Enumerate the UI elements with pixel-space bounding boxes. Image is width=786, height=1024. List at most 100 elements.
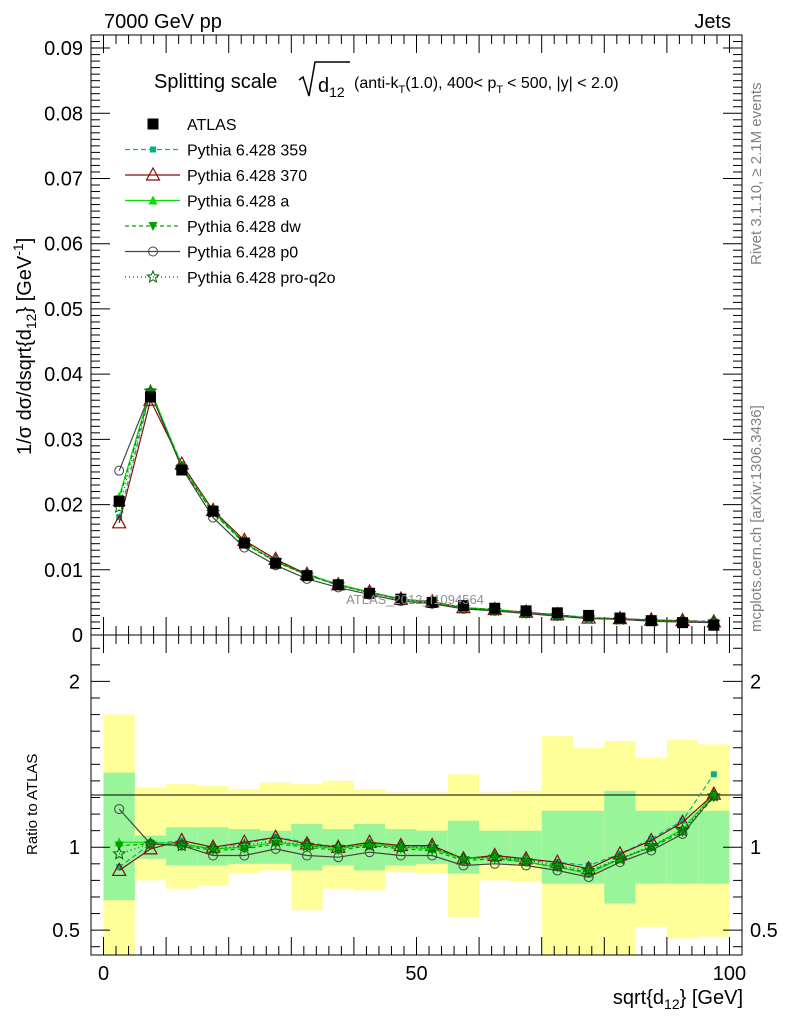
bottom-y-tick-label-left: 0.5 xyxy=(52,920,80,942)
legend-entry-pa: Pythia 6.428 a xyxy=(125,194,289,211)
top-y-tick-label: 0.07 xyxy=(44,168,83,190)
top-point-atlas xyxy=(207,505,219,517)
top-point-atlas xyxy=(645,615,657,627)
bottom-point-pp0 xyxy=(239,850,250,861)
rivet-version-label: Rivet 3.1.10, ≥ 2.1M events xyxy=(748,83,765,266)
title-part1-sub: T xyxy=(398,84,405,96)
bottom-y-tick-label-left: 2 xyxy=(69,671,80,693)
x-tick-label: 50 xyxy=(405,963,427,985)
top-point-atlas xyxy=(677,617,689,629)
legend-entry-p359: Pythia 6.428 359 xyxy=(125,143,307,160)
bottom-point-pp0 xyxy=(270,843,281,854)
inner-band-segment xyxy=(103,772,135,901)
bottom-line-pdw xyxy=(119,797,715,873)
legend: ATLAS Pythia 6.428 359 Pythia 6.428 370 Pyt… xyxy=(125,117,336,287)
mcplots-reference-label: mcplots.cern.ch [arXiv:1306.3436] xyxy=(748,405,765,632)
top-y-tick-label: 0.09 xyxy=(44,38,83,60)
top-y-axis-label: 1/σ dσ/dsqrt{d12} [GeV-1] xyxy=(10,238,39,455)
legend-marker-pp0 xyxy=(148,246,158,257)
bottom-point-pdw xyxy=(552,863,562,873)
legend-label: ATLAS xyxy=(187,117,237,134)
top-y-tick-label: 0.04 xyxy=(44,364,83,386)
title-part1: (anti-k xyxy=(354,75,399,92)
top-point-atlas xyxy=(457,600,469,612)
bottom-point-pdw xyxy=(646,843,656,853)
legend-entry-pdw: Pythia 6.428 dw xyxy=(125,219,301,236)
bottom-point-p359 xyxy=(116,864,123,871)
bottom-point-pq2o xyxy=(456,851,471,865)
svg-text:(anti-kT(1.0), 400< pT< 500, |: (anti-kT(1.0), 400< pT < 500, |y| < 2.0) xyxy=(354,75,619,96)
process-label: Jets xyxy=(694,11,731,33)
top-point-atlas xyxy=(144,391,156,403)
title-main: Splitting scale xyxy=(154,71,277,93)
legend-marker-p359 xyxy=(150,146,156,153)
top-point-atlas xyxy=(520,605,532,617)
bottom-y-tick-label-left: 1 xyxy=(69,837,80,859)
svg-text:d12: d12 xyxy=(318,75,345,100)
bottom-point-pq2o xyxy=(487,849,502,864)
top-y-tick-label: 0.08 xyxy=(44,103,83,125)
top-y-tick-label: 0 xyxy=(72,625,83,647)
top-point-atlas xyxy=(489,602,501,614)
top-point-p370 xyxy=(111,514,127,529)
legend-marker-atlas xyxy=(147,118,159,130)
bottom-point-p359 xyxy=(710,771,717,778)
bottom-point-pp0 xyxy=(395,850,406,861)
top-y-tick-label: 0.02 xyxy=(44,495,83,517)
bottom-point-pq2o xyxy=(206,841,221,855)
top-point-atlas xyxy=(238,537,250,549)
analysis-watermark: ATLAS_2012_I1094564 xyxy=(346,592,484,607)
bottom-point-pp0 xyxy=(114,804,125,815)
top-point-atlas xyxy=(113,495,125,507)
bottom-point-pq2o xyxy=(362,838,377,852)
top-panel-series xyxy=(111,383,722,631)
x-tick-label: 100 xyxy=(713,963,746,985)
bottom-point-pq2o xyxy=(675,823,690,837)
svg-text:Splitting scale: Splitting scale xyxy=(154,71,277,93)
bottom-point-pp0 xyxy=(489,858,500,869)
bottom-point-pq2o xyxy=(612,851,627,865)
title-part2-sub: T xyxy=(496,84,503,96)
outer-band-segment xyxy=(134,787,167,881)
legend-entry-p370: Pythia 6.428 370 xyxy=(125,166,307,185)
x-axis-label: sqrt{d12} [GeV] xyxy=(613,987,743,1012)
bottom-point-pq2o xyxy=(237,838,252,852)
top-point-atlas xyxy=(708,619,720,631)
top-point-atlas xyxy=(583,609,595,621)
bottom-point-pp0 xyxy=(145,838,156,849)
bottom-point-pp0 xyxy=(677,828,688,839)
top-point-atlas xyxy=(270,557,282,569)
bottom-point-pp0 xyxy=(427,850,438,861)
bottom-y-axis-label: Ratio to ATLAS xyxy=(24,754,41,855)
bottom-point-pq2o xyxy=(519,853,533,867)
title-part3: < 500, |y| < 2.0) xyxy=(507,75,619,92)
bottom-y-tick-label-right: 0.5 xyxy=(750,920,778,942)
axis-ticks: 0 50 100 0 0.01 0.02 0.03 0.04 0.05 0.06 0.07 0.08 0… xyxy=(44,34,778,985)
title-sqrt-sub: 12 xyxy=(329,84,345,100)
top-y-tick-label: 0.05 xyxy=(44,299,83,321)
bottom-point-pq2o xyxy=(174,838,189,852)
bottom-panel-series xyxy=(111,771,722,883)
legend-marker-p370 xyxy=(145,166,161,181)
bottom-y-tick-label-right: 1 xyxy=(750,837,761,859)
x-tick-label: 0 xyxy=(98,963,109,985)
top-point-atlas xyxy=(301,570,313,582)
bottom-point-pq2o xyxy=(268,833,283,847)
top-point-atlas xyxy=(551,607,563,619)
bottom-point-pp0 xyxy=(208,850,219,861)
bottom-point-pq2o xyxy=(112,846,127,860)
legend-label: Pythia 6.428 370 xyxy=(187,168,307,185)
legend-entry-pq2o: Pythia 6.428 pro-q2o xyxy=(125,269,336,287)
top-point-atlas xyxy=(364,587,376,599)
bottom-point-pp0 xyxy=(301,850,312,861)
bottom-point-pp0 xyxy=(708,790,719,801)
top-point-atlas xyxy=(614,612,626,624)
legend-label: Pythia 6.428 pro-q2o xyxy=(187,270,336,287)
top-point-atlas xyxy=(395,593,407,605)
bottom-point-pp0 xyxy=(646,845,657,856)
top-y-tick-label: 0.06 xyxy=(44,234,83,256)
title-part2: (1.0), 400< p xyxy=(405,75,496,92)
bottom-point-pdw xyxy=(114,841,124,851)
bottom-point-pp0 xyxy=(333,852,344,863)
